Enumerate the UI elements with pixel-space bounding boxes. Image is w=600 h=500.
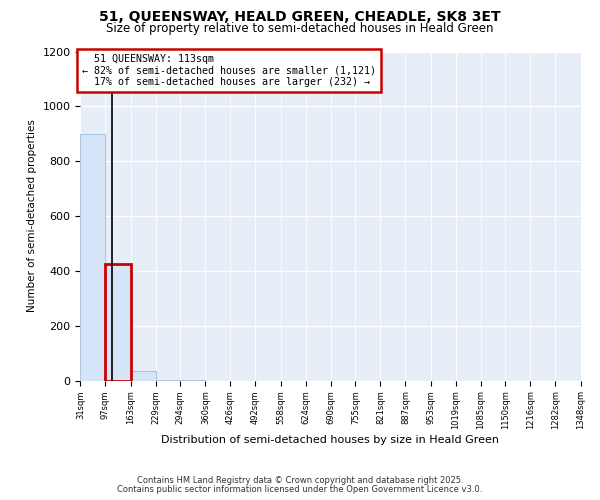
Text: Contains public sector information licensed under the Open Government Licence v3: Contains public sector information licen… bbox=[118, 484, 482, 494]
Bar bbox=[80, 134, 106, 380]
Bar bbox=[106, 264, 131, 380]
Text: Contains HM Land Registry data © Crown copyright and database right 2025.: Contains HM Land Registry data © Crown c… bbox=[137, 476, 463, 485]
Bar bbox=[131, 371, 155, 380]
Y-axis label: Number of semi-detached properties: Number of semi-detached properties bbox=[27, 120, 37, 312]
Text: Size of property relative to semi-detached houses in Heald Green: Size of property relative to semi-detach… bbox=[106, 22, 494, 35]
Text: 51 QUEENSWAY: 113sqm
← 82% of semi-detached houses are smaller (1,121)
  17% of : 51 QUEENSWAY: 113sqm ← 82% of semi-detac… bbox=[82, 54, 376, 88]
X-axis label: Distribution of semi-detached houses by size in Heald Green: Distribution of semi-detached houses by … bbox=[161, 435, 499, 445]
Text: 51, QUEENSWAY, HEALD GREEN, CHEADLE, SK8 3ET: 51, QUEENSWAY, HEALD GREEN, CHEADLE, SK8… bbox=[99, 10, 501, 24]
Bar bbox=[106, 264, 131, 380]
